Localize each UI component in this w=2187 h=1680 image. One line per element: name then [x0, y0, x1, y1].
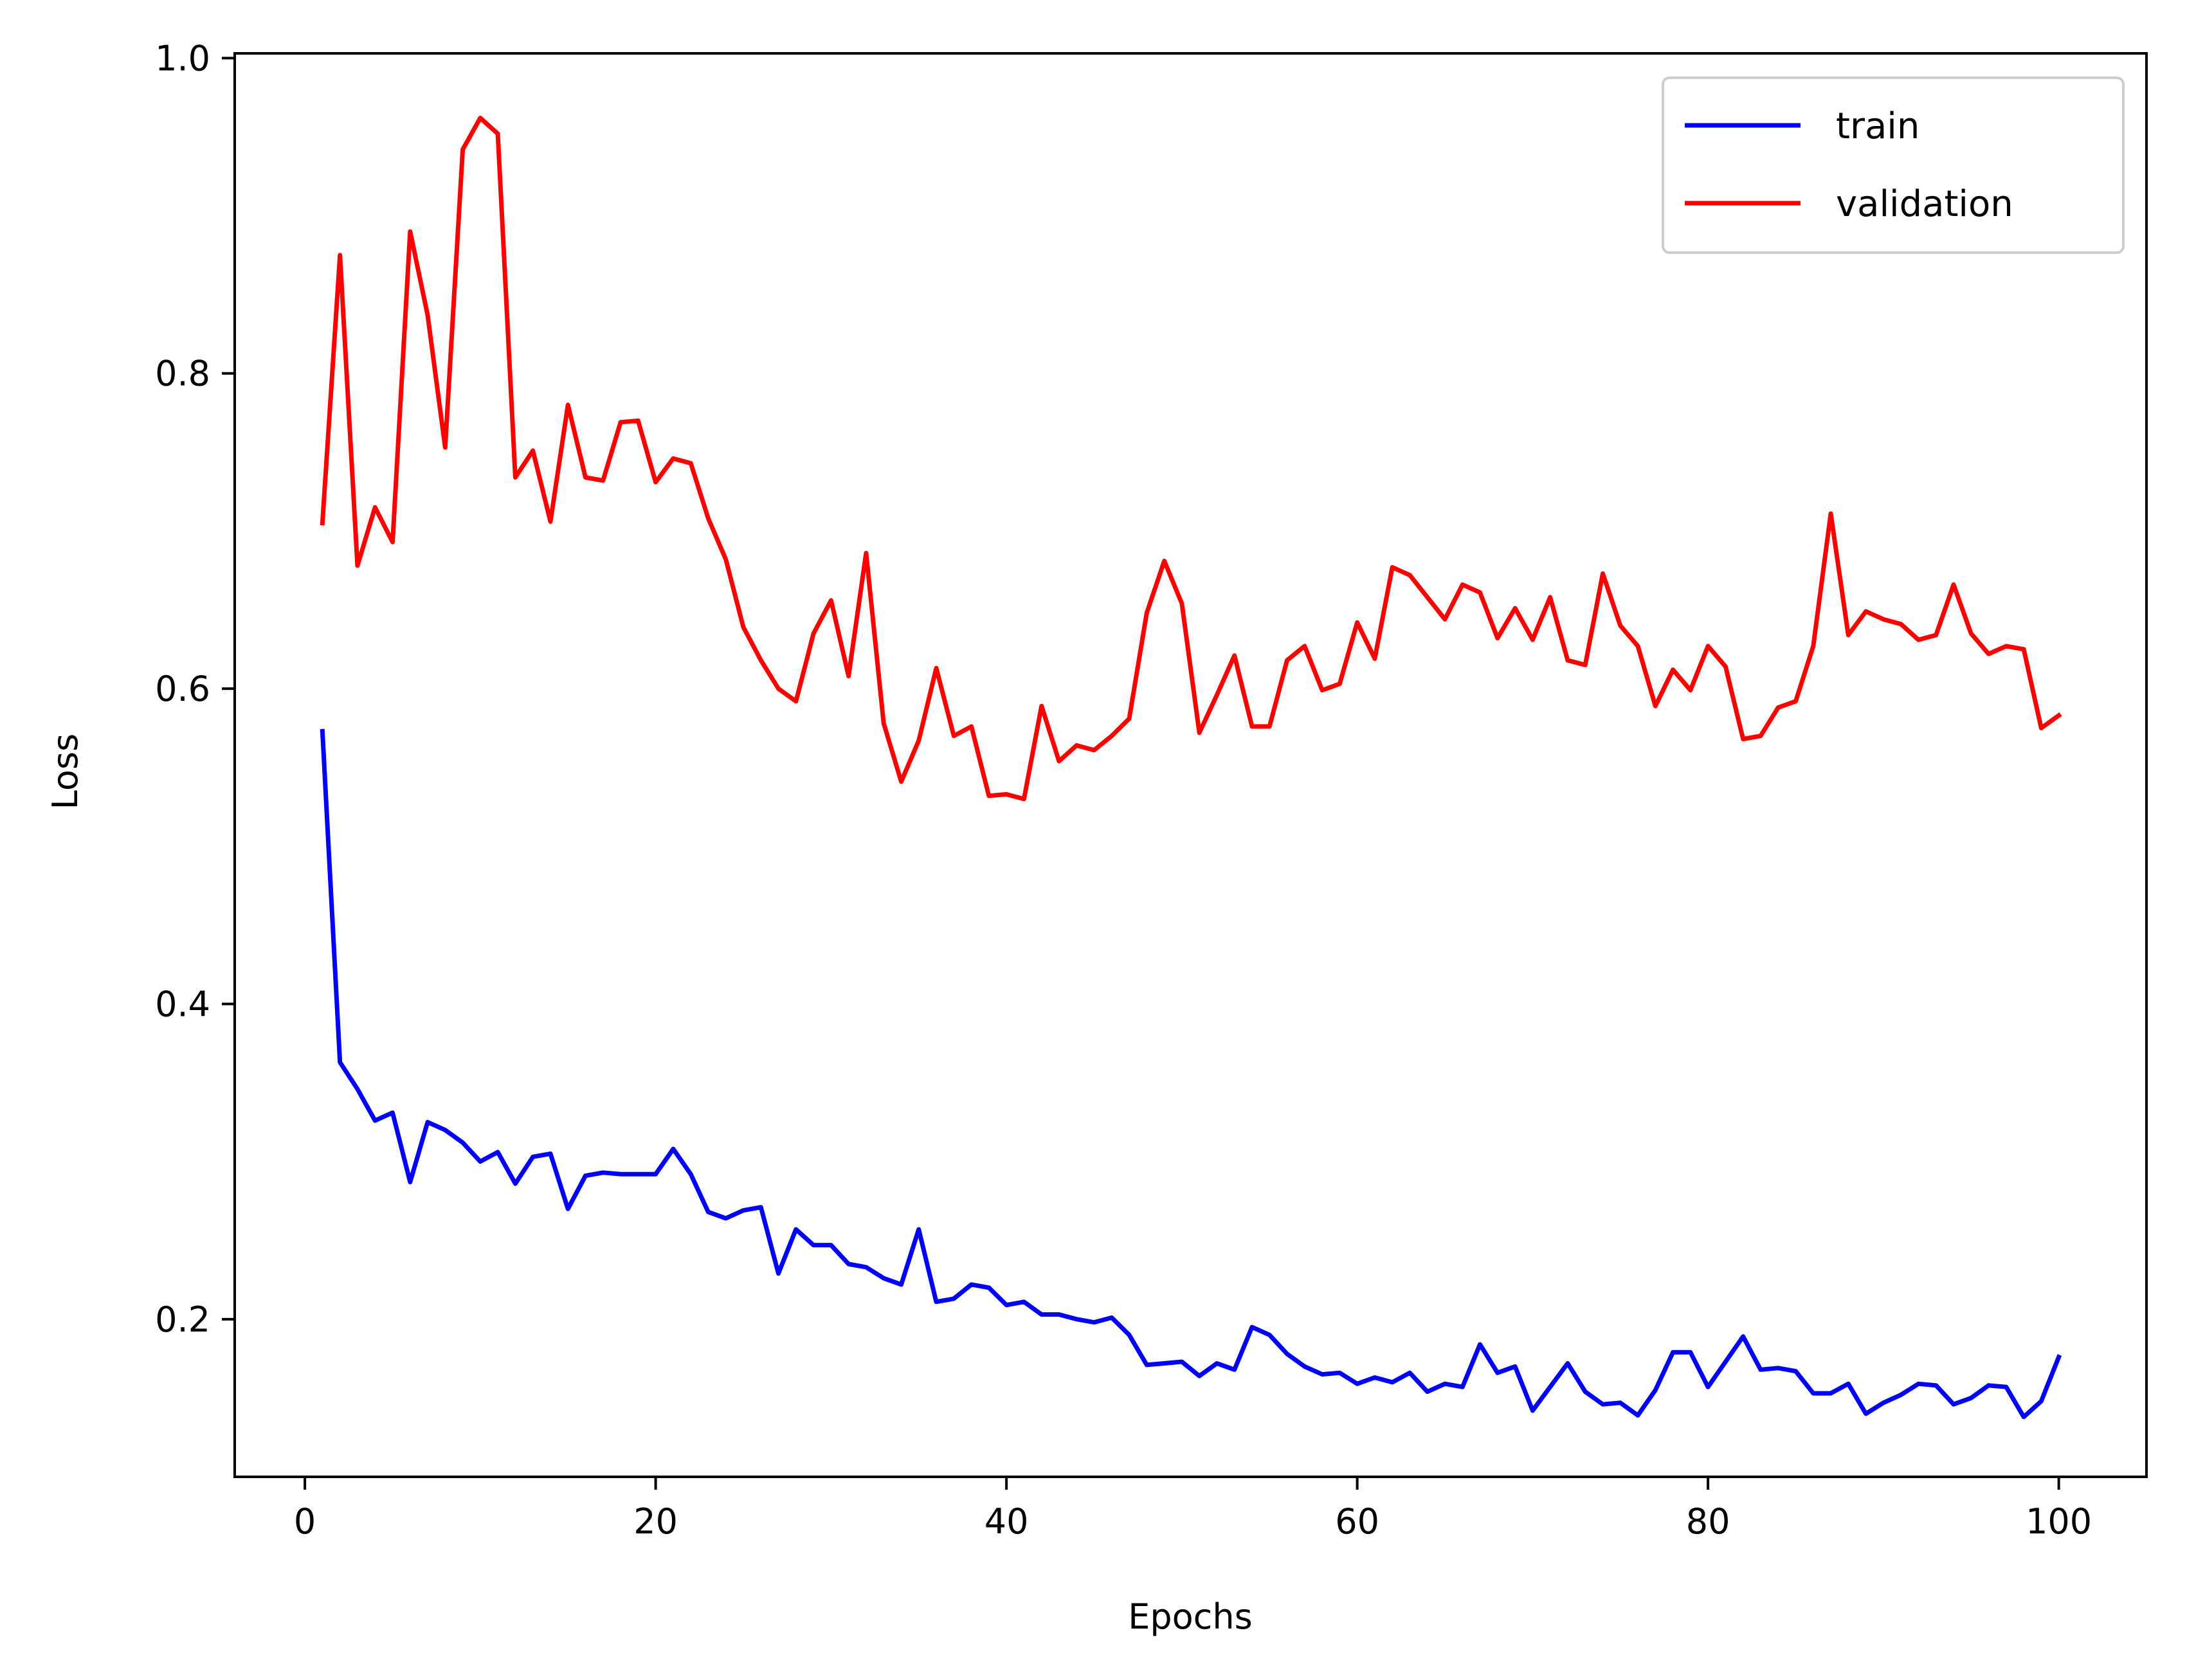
series-line-validation	[320, 116, 2062, 802]
legend-validation-label: validation	[1836, 183, 2013, 225]
x-tick-label: 60	[1335, 1501, 1379, 1542]
y-axis-ticks: 0.2 0.4 0.6 0.8 1.0	[155, 38, 235, 1340]
x-tick-label: 100	[2026, 1501, 2092, 1542]
series-line-train	[320, 728, 2062, 1420]
axes-frame	[233, 52, 2148, 1478]
y-tick-label: 1.0	[155, 38, 210, 78]
y-tick-label: 0.4	[155, 984, 210, 1024]
series-layer	[320, 116, 2062, 1420]
legend-box	[1662, 77, 2125, 254]
x-tick-label: 20	[633, 1501, 678, 1542]
x-tick-label: 0	[294, 1501, 316, 1542]
legend: train validation	[1662, 77, 2125, 254]
x-axis-label: Epochs	[1128, 1596, 1252, 1637]
y-tick-label: 0.6	[155, 669, 210, 709]
y-tick-label: 0.2	[155, 1299, 210, 1340]
y-axis-label: Loss	[45, 734, 86, 809]
x-tick-label: 80	[1686, 1501, 1730, 1542]
x-axis-ticks: 0 20 40 60 80 100	[294, 1477, 2092, 1542]
x-tick-label: 40	[985, 1501, 1029, 1542]
y-tick-label: 0.8	[155, 354, 210, 394]
legend-train-label: train	[1836, 105, 1919, 147]
